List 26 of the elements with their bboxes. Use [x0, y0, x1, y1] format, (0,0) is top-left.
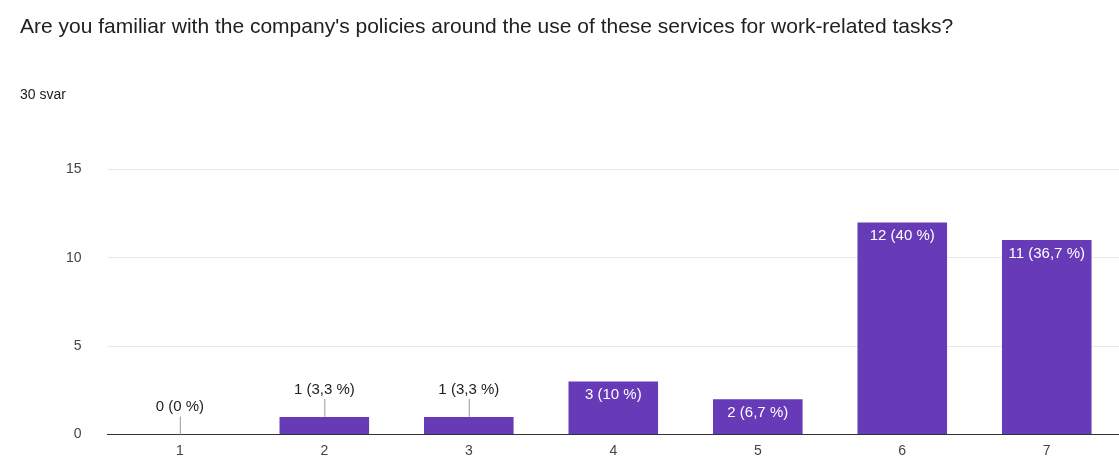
bar — [424, 416, 514, 435]
chart-subtitle: 30 svar — [20, 86, 66, 102]
x-tick-label: 1 — [175, 441, 184, 458]
data-label: 3 (10 %) — [584, 385, 642, 403]
data-label: 11 (36,7 %) — [1008, 243, 1085, 261]
x-tick-label: 2 — [320, 441, 329, 458]
bar — [568, 381, 659, 435]
data-label: 1 (3,3 %) — [293, 379, 355, 397]
x-tick-label: 3 — [464, 441, 473, 458]
bar — [857, 222, 948, 435]
x-tick-label: 4 — [609, 441, 618, 458]
y-tick-label: 15 — [65, 160, 82, 177]
bar — [712, 399, 803, 435]
data-label: 0 (0 %) — [155, 397, 204, 415]
chart-title: Are you familiar with the company's policies around the use of these services for work-related tasks? — [20, 13, 955, 39]
data-label: 2 (6,7 %) — [727, 402, 789, 420]
bar — [279, 416, 370, 435]
x-tick-label: 7 — [1042, 441, 1051, 458]
data-label: 1 (3,3 %) — [438, 379, 500, 397]
x-tick-label: 5 — [753, 441, 762, 458]
y-tick-label: 10 — [65, 248, 82, 265]
y-tick-label: 0 — [73, 425, 82, 442]
bar — [1001, 240, 1092, 435]
y-tick-label: 5 — [73, 337, 82, 354]
data-label: 12 (40 %) — [869, 226, 935, 244]
x-tick-label: 6 — [898, 441, 907, 458]
